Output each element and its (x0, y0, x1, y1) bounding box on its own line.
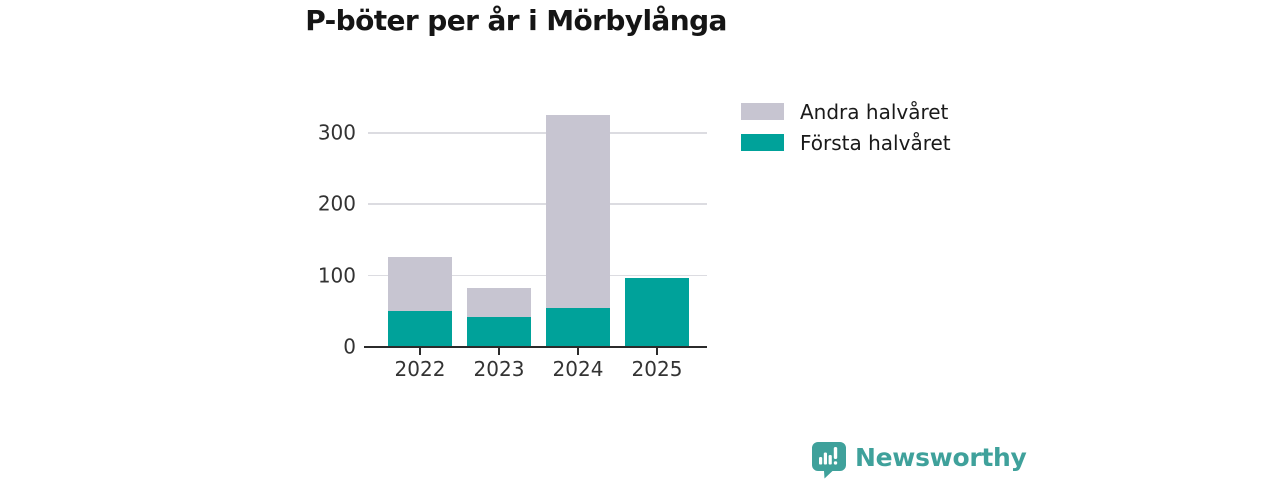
gridline-200 (368, 203, 707, 205)
y-tick-label-200: 200 (317, 191, 356, 216)
newsworthy-logo: Newsworthy (811, 441, 1027, 479)
x-tick-label-2022: 2022 (394, 357, 446, 381)
x-tick-mark-2023 (498, 348, 500, 355)
x-tick-label-2023: 2023 (473, 357, 525, 381)
legend-item-första-halvåret: Första halvåret (741, 130, 951, 155)
x-tick-label-2025: 2025 (631, 357, 683, 381)
bar-segment-2022-första-halvåret (388, 310, 452, 347)
legend-swatch (741, 103, 784, 120)
x-tick-mark-2025 (656, 348, 658, 355)
legend-swatch (741, 134, 784, 151)
x-tick-mark-2022 (419, 348, 421, 355)
y-tick-label-300: 300 (317, 120, 356, 145)
plot-area (368, 95, 707, 347)
legend-item-andra-halvåret: Andra halvåret (741, 99, 951, 124)
legend: Andra halvåret Första halvåret (741, 99, 951, 155)
legend-label: Andra halvåret (800, 99, 949, 124)
x-tick-label-2024: 2024 (552, 357, 604, 381)
bar-segment-2023-andra-halvåret (467, 287, 531, 317)
y-tick-label-0: 0 (343, 334, 356, 359)
bar-segment-2025-första-halvåret (625, 277, 689, 347)
bar-segment-2024-första-halvåret (546, 307, 610, 347)
gridline-300 (368, 132, 707, 134)
legend-label: Första halvåret (800, 130, 951, 155)
newsworthy-logo-icon (811, 441, 847, 479)
y-tick-label-100: 100 (317, 263, 356, 288)
chart-title: P-böter per år i Mörbylånga (305, 4, 727, 37)
gridline-100 (368, 274, 707, 277)
bar-segment-2023-första-halvåret (467, 317, 531, 347)
bar-segment-2024-andra-halvåret (546, 114, 610, 308)
newsworthy-logo-text: Newsworthy (855, 443, 1027, 472)
bar-segment-2022-andra-halvåret (388, 257, 452, 311)
x-tick-mark-2024 (577, 348, 579, 355)
x-axis-line (364, 345, 707, 348)
